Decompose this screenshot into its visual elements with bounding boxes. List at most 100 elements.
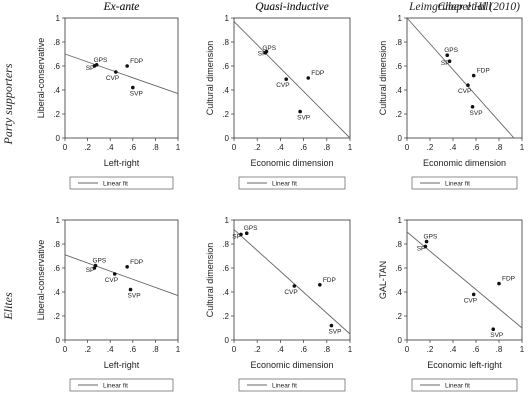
plot-frame [406,17,523,139]
y-tick-label: .2 [395,312,402,321]
x-tick-label: 0 [63,143,68,152]
y-tick-label: .4 [53,86,60,95]
legend-label: Linear fit [445,383,470,390]
data-point-sp [423,244,428,249]
x-tick-label: .8 [323,345,330,354]
linear-fit-line [64,254,179,297]
point-label-sp: SP [86,65,95,72]
y-tick-label: 0 [398,336,403,345]
data-point-fdp [125,64,129,68]
x-tick-label: 1 [176,345,181,354]
data-point-gps [244,231,249,235]
point-label-svp: SVP [130,91,143,98]
point-label-sp: SP [417,245,426,252]
x-tick-label: .2 [254,143,261,152]
data-point-sp [447,59,452,63]
y-tick-label: 1 [225,216,230,225]
x-tick-label: .8 [323,143,330,152]
row-label-party-supporters: Party supporters [1,63,15,145]
x-tick-label: .4 [450,345,457,354]
x-tick-label: .2 [84,143,91,152]
y-tick-label: .4 [395,288,402,297]
chart-panel-3: Leimgruber et al (2010) 0 .2 .4 .6 .8 1 0 .2 .4 .6… [378,1,525,190]
x-axis-label: Economic dimension [423,158,506,168]
data-point-svp [329,323,334,328]
plot-frame [233,17,351,139]
x-tick-label: 0 [405,143,410,152]
chart-title: Chapel Hill [438,1,492,13]
y-tick-label: 0 [225,134,230,143]
y-tick-label: 0 [225,336,230,345]
chart-title: Quasi-inductive [255,1,328,13]
point-label-svp: SVP [328,329,341,336]
point-label-sp: SP [232,233,241,240]
x-tick-label: 1 [348,345,353,354]
data-point-fdp [497,281,501,286]
data-point-cvp [114,70,118,74]
y-tick-label: 1 [398,14,403,23]
legend-label: Linear fit [272,383,297,390]
data-point-gps [445,53,450,57]
linear-fit-line [233,21,351,139]
x-tick-label: .6 [473,345,480,354]
chart-title: Quasi-inductive [255,1,328,13]
data-point-gps [424,239,429,244]
y-axis-label: Liberal-conservative [36,38,46,119]
y-axis-label: Cultural dimension [205,41,215,116]
data-point-svp [298,109,302,114]
y-tick-label: .8 [53,240,60,249]
x-tick-label: .2 [427,345,434,354]
point-label-fdp: FDP [477,68,490,75]
x-tick-label: .4 [450,143,457,152]
y-tick-label: 1 [398,216,403,225]
point-label-fdp: FDP [130,259,143,266]
y-tick-label: 1 [56,216,61,225]
x-tick-label: 1 [520,345,525,354]
legend-box [69,176,174,190]
point-label-fdp: FDP [311,70,324,77]
data-point-cvp [466,83,470,87]
y-axis-label: Cultural dimension [378,41,388,116]
data-point-fdp [318,283,322,287]
point-label-gps: GPS [424,234,438,241]
y-axis-label: Cultural dimension [205,243,215,318]
point-label-fdp: FDP [502,276,515,283]
y-tick-label: .4 [222,288,229,297]
point-label-gps: GPS [94,57,108,64]
legend-box [411,176,518,190]
data-point-svp [128,287,133,292]
point-label-sp: SP [441,60,450,67]
y-tick-label: .8 [395,38,402,47]
x-tick-label: .6 [300,345,307,354]
legend-box [238,378,346,392]
x-tick-label: .2 [84,345,91,354]
x-tick-label: .4 [107,345,114,354]
x-axis-label: Economic dimension [250,158,333,168]
data-point-sp [239,232,243,237]
y-tick-label: .8 [222,240,229,249]
y-tick-label: .6 [222,264,229,273]
x-tick-label: 1 [176,143,181,152]
point-label-fdp: FDP [323,277,336,284]
data-point-svp [131,85,135,90]
x-tick-label: .6 [473,143,480,152]
y-tick-label: .2 [53,110,60,119]
x-tick-label: .4 [277,345,284,354]
point-label-sp: SP [86,267,95,274]
y-tick-label: .4 [222,86,229,95]
y-tick-label: .2 [222,312,229,321]
y-tick-label: .2 [53,312,60,321]
data-point-svp [491,327,496,332]
chart-panel-1: Ex-ante 0 .2 .4 .6 .8 1 0 .2 .4 .6 .8 1 Left-right Lib… [36,1,181,190]
data-point-fdp [125,265,129,269]
point-label-svp: SVP [297,115,310,122]
x-tick-label: 1 [520,143,525,152]
x-axis-label: Economic dimension [250,360,333,370]
linear-fit-line [406,17,515,139]
point-label-svp: SVP [490,332,503,339]
x-tick-label: .6 [129,143,136,152]
point-label-cvp: CVP [106,75,119,82]
data-point-fdp [471,73,476,78]
point-label-svp: SVP [470,110,483,117]
